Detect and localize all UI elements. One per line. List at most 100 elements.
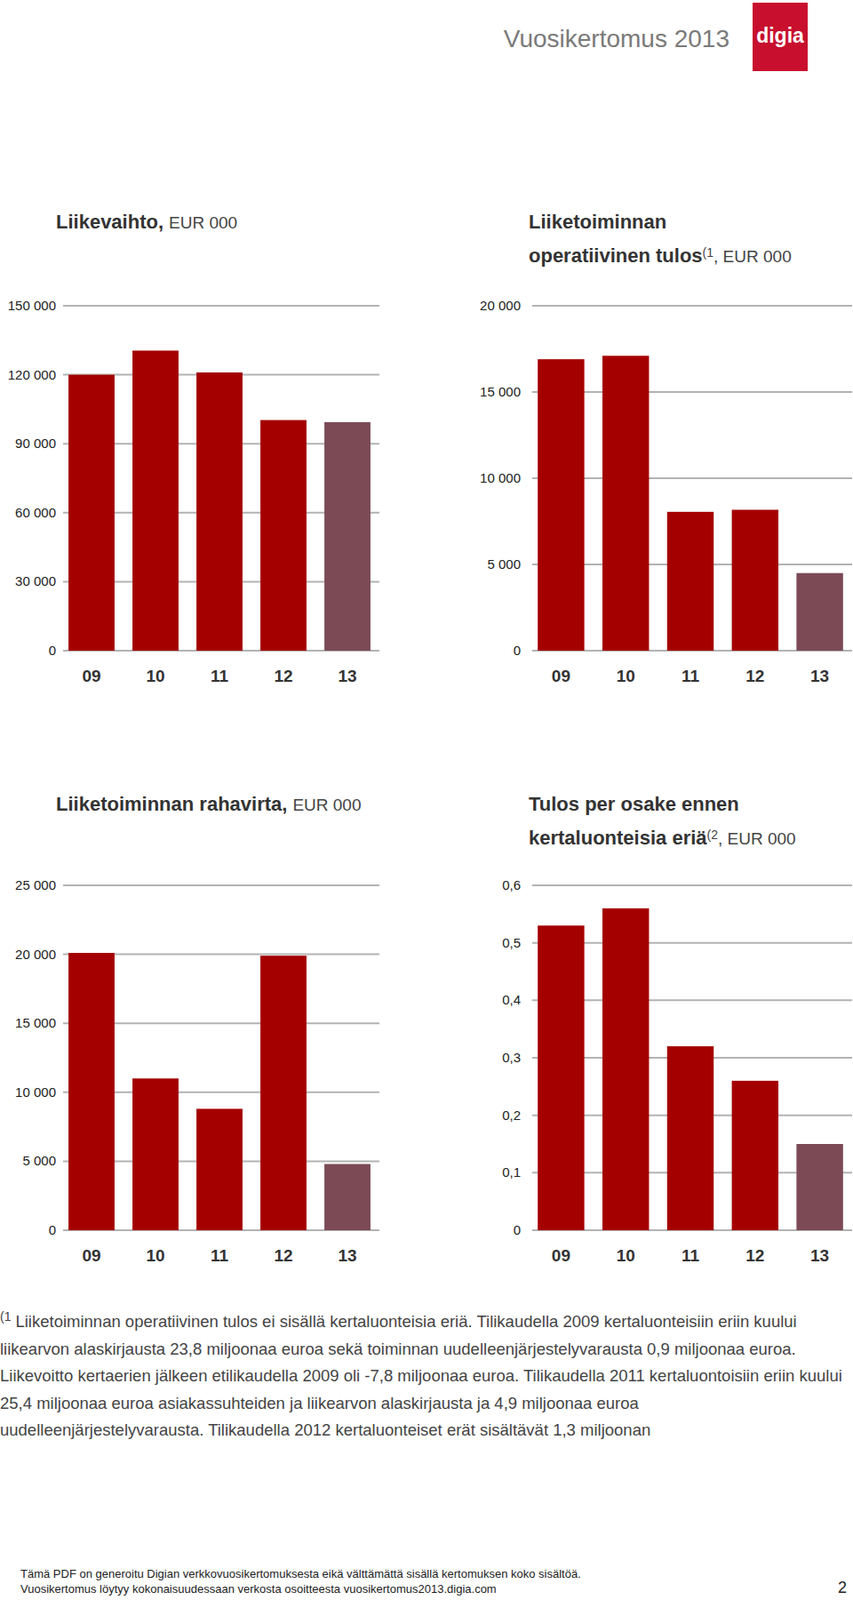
footnote-ref: (1	[0, 1308, 11, 1324]
bar	[132, 350, 179, 651]
tick-label: 0,2	[502, 1107, 521, 1123]
title-line: Tulos per osake ennen	[528, 789, 740, 821]
bar	[732, 510, 779, 651]
tick-label: 150 000	[7, 297, 56, 313]
title-ref: (1	[702, 245, 714, 260]
subtitle: EUR 000	[292, 795, 361, 814]
grid-line	[63, 884, 380, 886]
title-line: operatiivinen tulos(1, EUR 000	[528, 238, 792, 272]
bar	[196, 1108, 243, 1230]
category-label: 11	[681, 666, 701, 686]
tick-label: 0	[48, 642, 56, 658]
bar	[796, 1143, 843, 1230]
chart: 00,10,20,30,40,50,60910111213	[502, 876, 853, 1265]
chart-title: Liikevaihto,EUR 000	[55, 207, 238, 239]
subtitle: , EUR 000	[717, 829, 797, 848]
tick-label: 120 000	[7, 366, 56, 383]
footer-line: Vuosikertomus löytyy kokonaisuudessaan v…	[20, 1581, 497, 1595]
category-label: 11	[210, 666, 230, 686]
category-label: 10	[616, 1245, 636, 1265]
category-label: 10	[616, 666, 636, 686]
category-label: 13	[810, 1245, 830, 1265]
tick-label: 60 000	[15, 504, 56, 520]
subtitle: EUR 000	[168, 213, 238, 232]
category-label: 12	[745, 666, 765, 686]
bars	[537, 355, 844, 651]
tick-label: 30 000	[15, 573, 56, 589]
chart-title: Liiketoiminnan operatiivinen tulos(1, EUR…	[528, 207, 792, 272]
bars	[68, 952, 371, 1230]
bar	[537, 358, 584, 651]
chart: 0 5 000 10 000 15 000 20 000 09 10 11 12 13	[479, 297, 853, 686]
category-label: 12	[273, 666, 293, 686]
logo-text: digia	[752, 23, 808, 48]
category-label: 09	[551, 666, 571, 686]
chart-title: Tulos per osake ennen kertaluonteisia eri…	[528, 789, 797, 854]
grid-line	[63, 304, 380, 307]
bars	[68, 350, 371, 651]
bar	[260, 955, 307, 1230]
category-label: 12	[745, 1245, 765, 1265]
category-label: 11	[681, 1245, 701, 1265]
chart-title: Liiketoiminnan rahavirta, EUR 000	[55, 789, 362, 821]
title-text: Tulos per osake ennen	[528, 792, 740, 815]
bar	[324, 422, 371, 651]
category-label: 09	[551, 1245, 571, 1265]
tick-label: 0,5	[502, 934, 521, 950]
category-label: 11	[210, 1245, 230, 1265]
chart: 0 30 000 60 000 90 000 120 000 150 000 09 10 11 1…	[7, 297, 380, 686]
tick-label: 25 000	[15, 876, 56, 893]
tick-label: 0,6	[502, 876, 521, 893]
bar	[68, 952, 115, 1230]
footnote: (1Liiketoiminnan operatiivinen tulos ei …	[0, 1302, 845, 1444]
tick-label: 0	[513, 1221, 521, 1237]
bar	[196, 372, 243, 651]
category-label: 10	[145, 1245, 165, 1265]
title-line: Liikevaihto,EUR 000	[55, 207, 238, 239]
category-label: 13	[810, 666, 830, 686]
tick-label: 0,1	[502, 1163, 521, 1180]
tick-label: 10 000	[15, 1084, 56, 1100]
tick-label: 15 000	[479, 383, 521, 399]
title-text: Liikevaihto,	[55, 210, 164, 233]
bar	[667, 1045, 714, 1230]
category-label: 13	[337, 666, 357, 686]
tick-label: 0	[513, 642, 521, 658]
title-line: Liiketoiminnan rahavirta, EUR 000	[55, 789, 362, 821]
tick-label: 5 000	[22, 1152, 56, 1168]
bar	[667, 511, 714, 651]
title-ref: (2	[707, 827, 718, 842]
tick-label: 20 000	[15, 946, 56, 962]
title-line: Liiketoiminnan	[528, 207, 667, 239]
tick-label: 15 000	[15, 1014, 56, 1030]
footer-line: Tämä PDF on generoitu Digian verkkovuosi…	[20, 1566, 582, 1580]
tick-label: 5 000	[486, 556, 521, 572]
tick-label: 0,4	[502, 991, 521, 1007]
bar	[602, 908, 649, 1230]
tick-label: 90 000	[15, 435, 56, 451]
title-text: Liiketoiminnan rahavirta,	[55, 792, 287, 815]
bar	[537, 924, 584, 1230]
subtitle: , EUR 000	[713, 247, 792, 266]
title-text: Liiketoiminnan	[528, 210, 667, 233]
header-title: Vuosikertomus 2013	[503, 24, 730, 54]
grid-line	[532, 304, 853, 307]
category-label: 09	[81, 1245, 101, 1265]
title-text: kertaluonteisia eriä	[528, 826, 708, 849]
bar	[732, 1080, 779, 1230]
category-label: 09	[81, 666, 101, 686]
category-label: 10	[145, 666, 165, 686]
tick-label: 20 000	[479, 297, 521, 313]
bar	[132, 1077, 179, 1230]
bar	[260, 420, 307, 651]
category-label: 13	[337, 1245, 357, 1265]
logo: digia	[752, 2, 808, 72]
category-label: 12	[273, 1245, 293, 1265]
page-number: 2	[837, 1578, 847, 1597]
bar	[68, 374, 115, 651]
bar	[324, 1163, 371, 1230]
bar	[602, 355, 649, 651]
tick-label: 10 000	[479, 470, 521, 486]
title-line: kertaluonteisia eriä(2, EUR 000	[528, 820, 797, 854]
tick-label: 0	[48, 1221, 56, 1237]
